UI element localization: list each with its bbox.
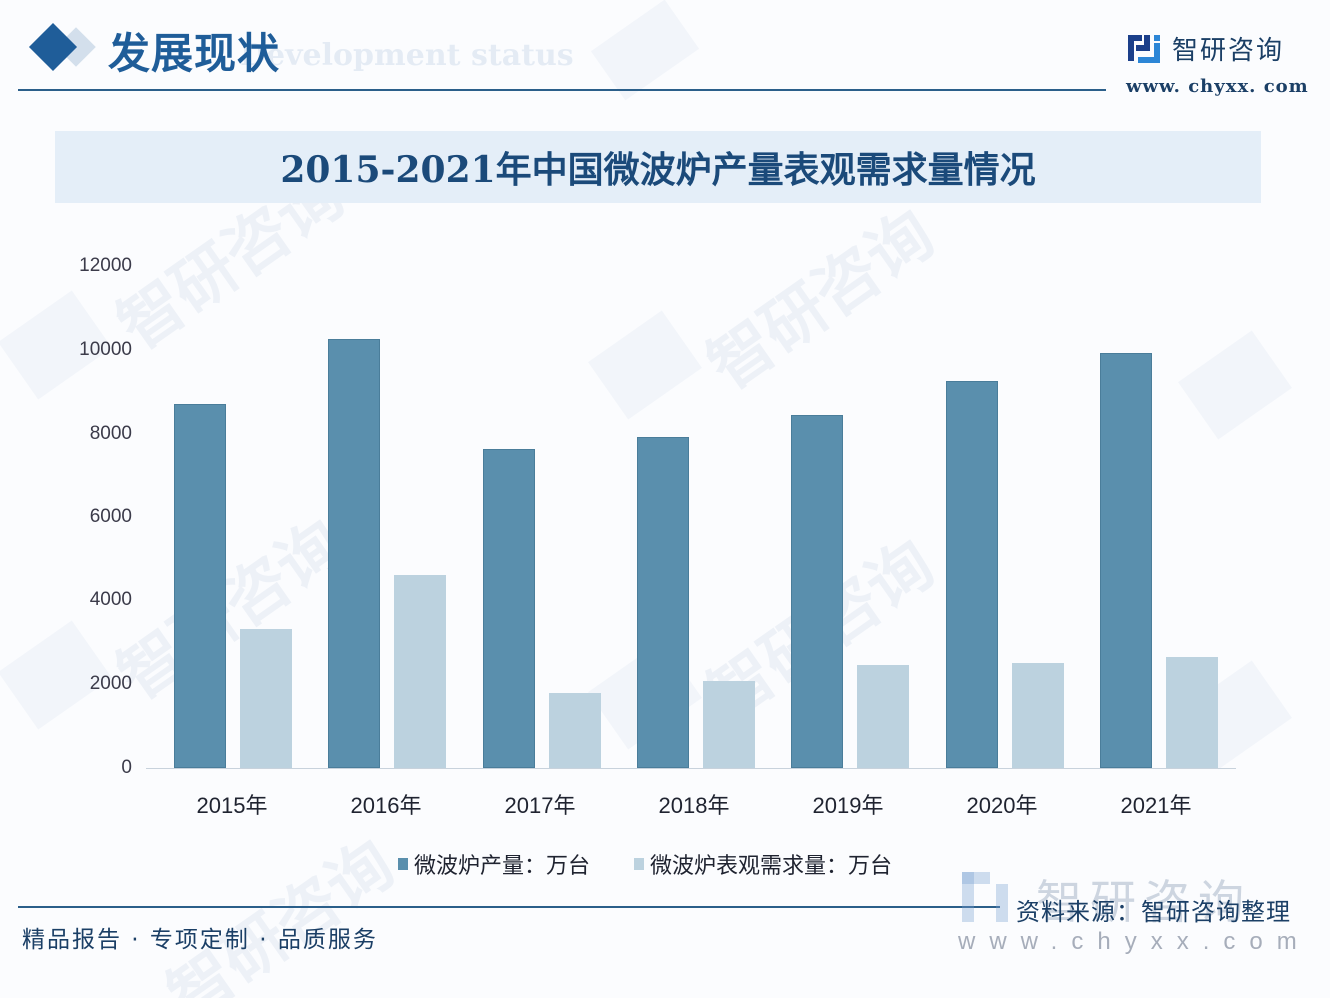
x-axis-line: [146, 768, 1236, 769]
x-label: 2017年: [504, 793, 576, 818]
watermark-text: 智研咨询: [695, 197, 948, 405]
section-title: 发展现状: [108, 29, 281, 78]
x-label: 2021年: [1120, 793, 1192, 818]
bar-production[interactable]: [945, 380, 998, 768]
source-logo-icon: [962, 872, 1012, 922]
y-tick: 6000: [89, 506, 132, 527]
source-url: www.chyxx.com: [958, 928, 1311, 955]
watermark-text: 智研咨询: [105, 507, 358, 715]
y-tick: 4000: [89, 589, 132, 610]
chart-title: 2015-2021年中国微波炉产量表观需求量情况: [280, 149, 1036, 191]
watermark-logo: [588, 310, 702, 420]
legend-item-demand[interactable]: 微波炉表观需求量：万台: [634, 848, 892, 880]
bar-demand[interactable]: [1165, 656, 1218, 768]
y-tick: 0: [121, 757, 132, 778]
bar-production[interactable]: [636, 436, 689, 768]
brand: 智研咨询: [1128, 30, 1284, 67]
legend-label-demand: 微波炉表观需求量：万台: [650, 854, 893, 879]
x-label: 2018年: [658, 793, 730, 818]
header-divider: [18, 89, 1106, 91]
y-tick: 12000: [79, 255, 132, 276]
diamond-icon: [28, 22, 78, 72]
x-label: 2019年: [812, 793, 884, 818]
y-tick: 10000: [79, 339, 132, 360]
bar-demand[interactable]: [702, 680, 755, 768]
brand-url: www. chyxx. com: [1126, 76, 1309, 97]
page-header: Development status 发展现状 智研咨询 www. chyxx.…: [0, 0, 1330, 100]
x-label: 2020年: [966, 793, 1038, 818]
legend-swatch-demand: [634, 858, 645, 870]
chart-title-band: 2015-2021年中国微波炉产量表观需求量情况: [55, 131, 1261, 203]
bar-production[interactable]: [791, 414, 844, 768]
bar-production[interactable]: [174, 404, 226, 768]
brand-logo-icon: [1128, 33, 1162, 65]
bar-demand[interactable]: [857, 665, 910, 768]
legend-label-production: 微波炉产量：万台: [414, 854, 591, 879]
footer-slogan: 精品报告 · 专项定制 · 品质服务: [22, 927, 378, 953]
y-tick: 8000: [89, 423, 132, 444]
footer-divider: [18, 906, 1000, 908]
bar-demand[interactable]: [1011, 662, 1064, 768]
watermark-logo: [1178, 330, 1292, 440]
bar-production[interactable]: [482, 448, 535, 768]
legend-swatch-production: [398, 858, 408, 870]
section-subtitle: Development status: [240, 38, 574, 73]
bar-production[interactable]: [328, 338, 381, 768]
legend-item-production[interactable]: 微波炉产量：万台: [398, 848, 590, 880]
bar-demand[interactable]: [548, 693, 601, 768]
x-label: 2016年: [350, 793, 422, 818]
y-tick: 2000: [89, 673, 132, 694]
bar-production[interactable]: [1099, 352, 1152, 768]
brand-name: 智研咨询: [1172, 36, 1285, 66]
source-text: 资料来源：智研咨询整理: [1016, 898, 1291, 926]
x-label: 2015年: [196, 793, 268, 818]
chart-legend: 微波炉产量：万台 微波炉表观需求量：万台: [398, 848, 936, 880]
bar-demand[interactable]: [240, 629, 292, 768]
source-watermark: 智研咨询: [1036, 875, 1252, 929]
bar-demand[interactable]: [394, 574, 447, 768]
